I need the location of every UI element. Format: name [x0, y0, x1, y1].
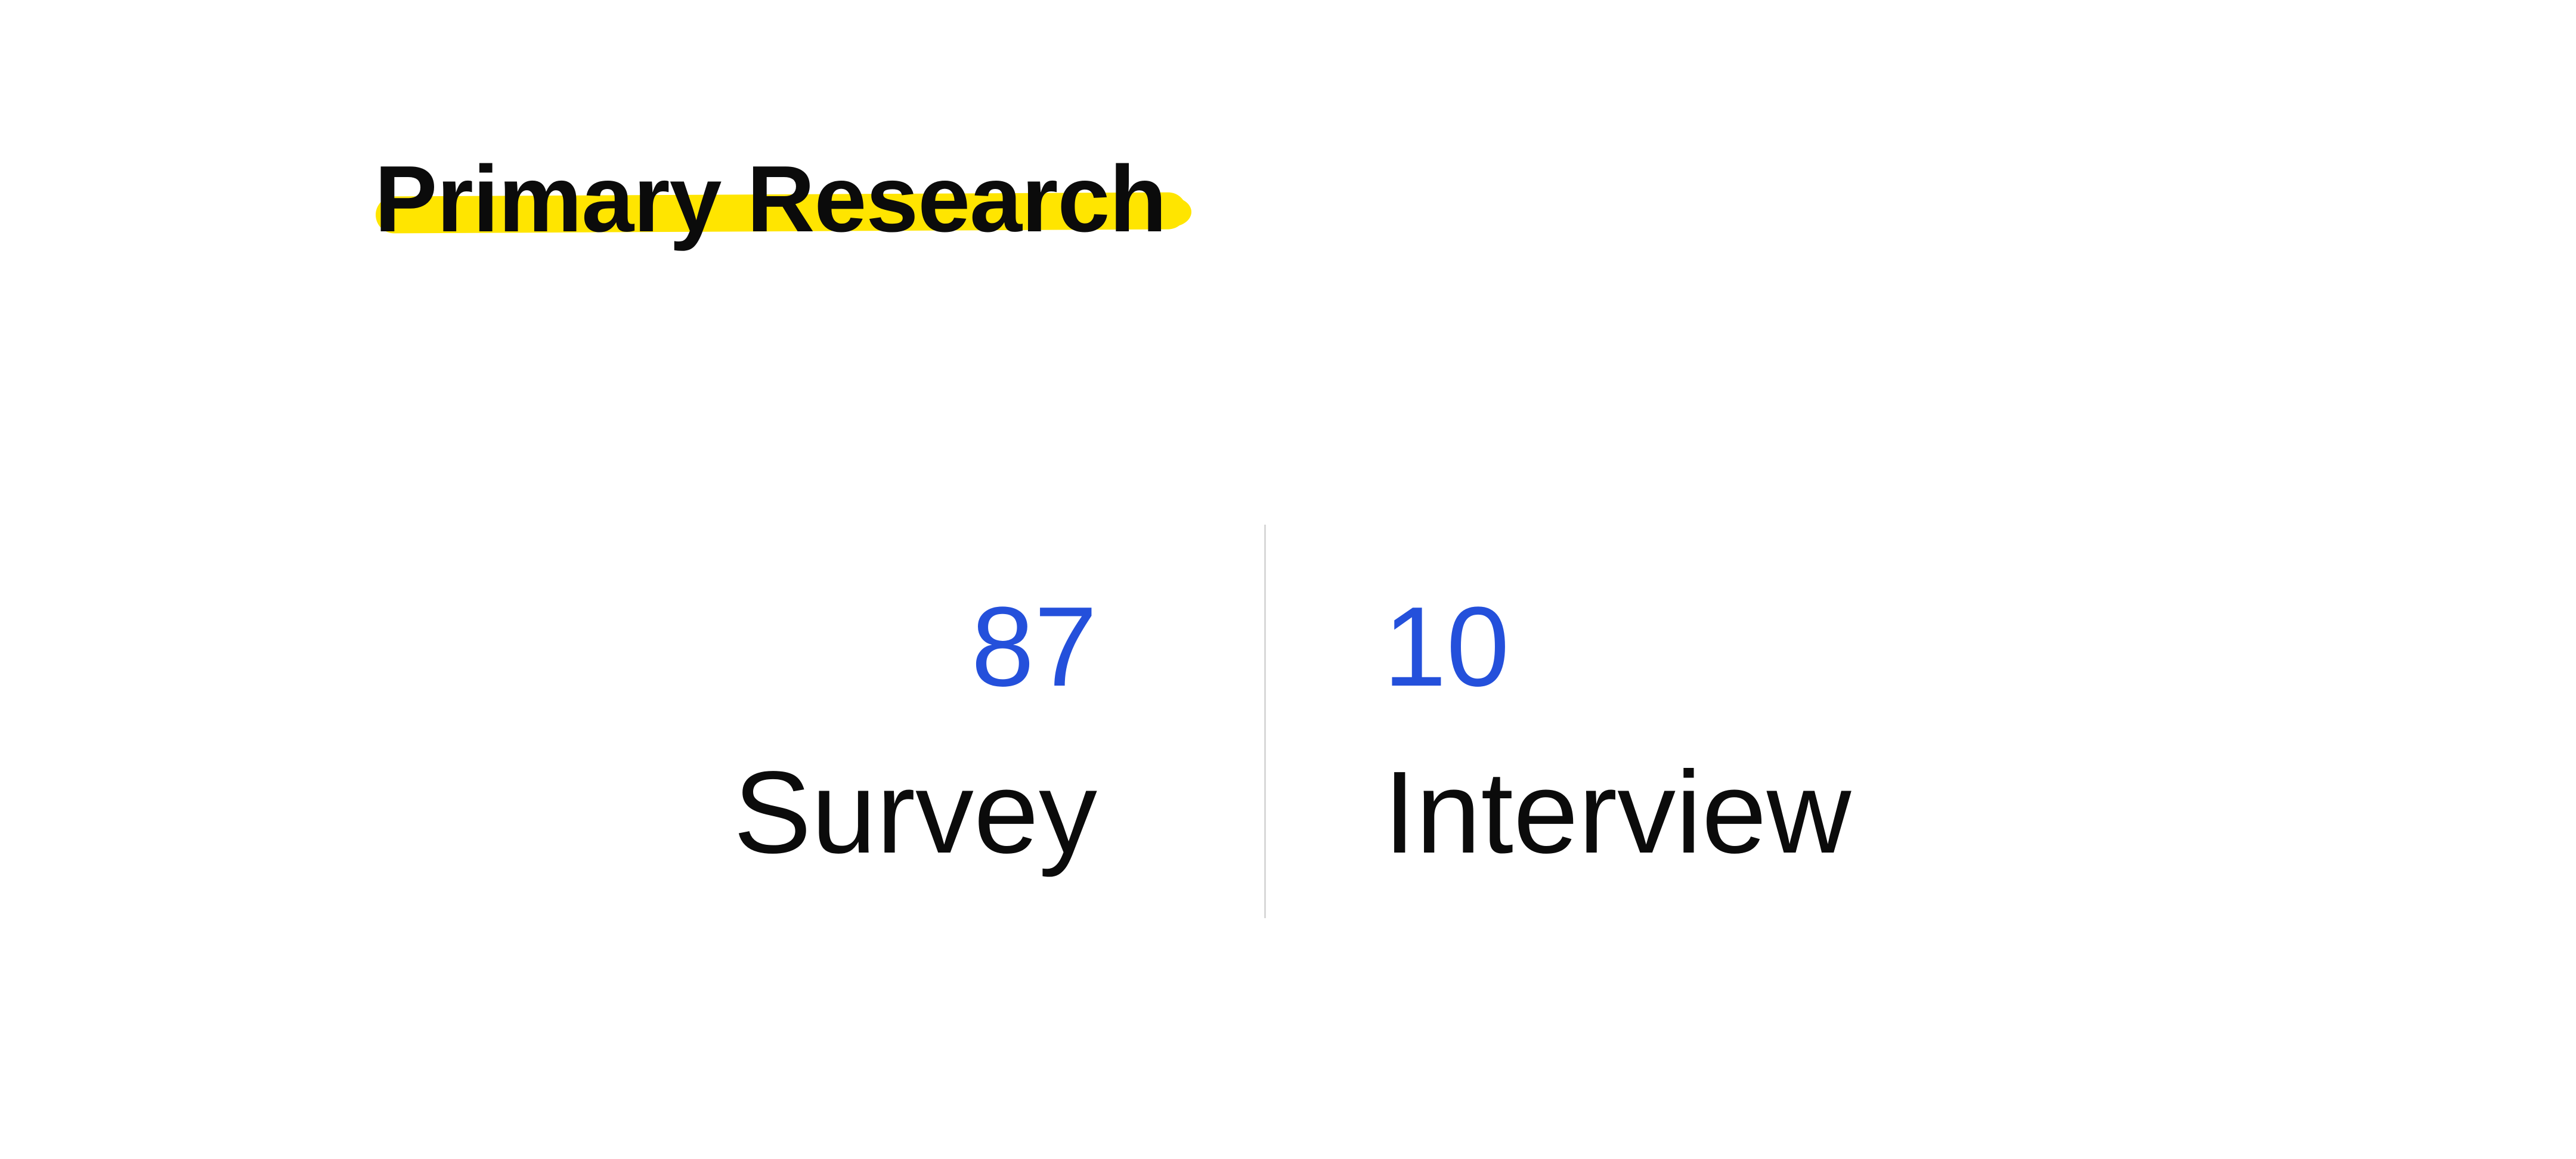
interview-label: Interview	[1383, 747, 1852, 878]
stats-divider	[1264, 525, 1266, 918]
survey-label: Survey	[733, 747, 1097, 878]
title-block: Primary Research	[374, 143, 1209, 274]
survey-count: 87	[971, 584, 1097, 710]
page-title: Primary Research	[374, 147, 1167, 252]
interview-count: 10	[1383, 584, 1510, 710]
